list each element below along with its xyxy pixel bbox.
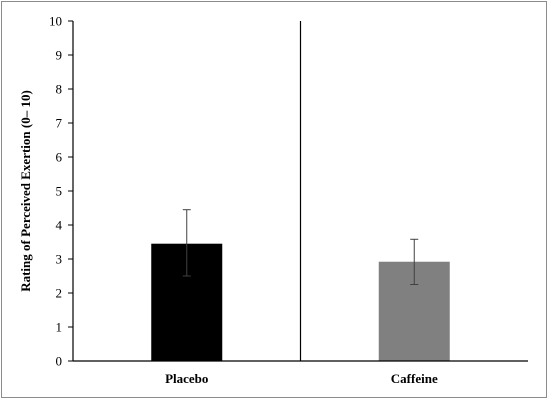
y-tick-label: 10 xyxy=(49,14,62,29)
y-tick-label: 2 xyxy=(56,286,63,301)
y-tick-label: 6 xyxy=(56,150,63,165)
y-tick-label: 0 xyxy=(56,354,63,369)
y-tick-label: 9 xyxy=(56,48,63,63)
y-axis-ticks: 0 1 2 3 4 5 6 7 8 9 10 xyxy=(49,14,73,369)
y-axis-title: Rating of Perceived Exertion (0– 10) xyxy=(18,90,33,292)
x-category-label: Caffeine xyxy=(391,371,438,386)
x-category-label: Placebo xyxy=(165,371,208,386)
y-tick-label: 4 xyxy=(56,218,63,233)
y-tick-label: 1 xyxy=(56,320,63,335)
y-tick-label: 3 xyxy=(56,252,63,267)
error-bars xyxy=(182,209,419,285)
x-axis-labels: Placebo Caffeine xyxy=(165,371,438,386)
y-tick-label: 5 xyxy=(56,184,63,199)
y-tick-label: 7 xyxy=(56,116,63,131)
y-tick-label: 8 xyxy=(56,82,63,97)
